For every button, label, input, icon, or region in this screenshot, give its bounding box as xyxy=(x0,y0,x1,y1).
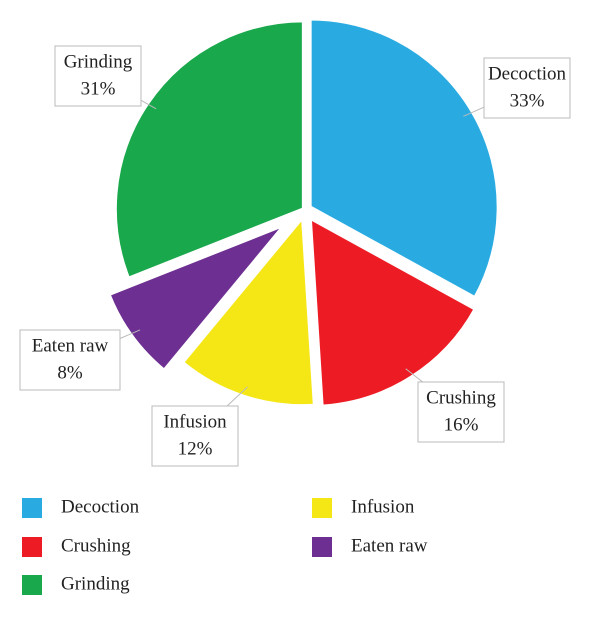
callout-name: Grinding xyxy=(64,51,133,72)
legend-label: Decoction xyxy=(61,496,140,517)
legend-swatch xyxy=(312,537,332,557)
legend-label: Infusion xyxy=(351,496,415,517)
data-label: 12% xyxy=(178,438,213,459)
callout-box xyxy=(483,57,571,119)
data-label: 33% xyxy=(510,90,545,111)
callout-box xyxy=(19,329,121,391)
data-label: 31% xyxy=(81,78,116,99)
pie-slice xyxy=(113,19,305,281)
legend-swatch xyxy=(312,498,332,518)
callout-name: Decoction xyxy=(488,63,567,84)
pie-slice xyxy=(308,215,478,408)
callout-box xyxy=(417,381,505,443)
legend-swatch xyxy=(22,498,42,518)
legend-label: Crushing xyxy=(61,535,131,556)
data-label: 8% xyxy=(57,362,83,383)
pie-slice xyxy=(308,17,500,300)
pie-slice xyxy=(180,213,316,408)
pie-slice xyxy=(107,223,286,373)
legend-swatch xyxy=(22,575,42,595)
legend-swatch xyxy=(22,537,42,557)
legend-label: Eaten raw xyxy=(351,535,428,556)
callout-name: Eaten raw xyxy=(32,335,109,356)
legend-label: Grinding xyxy=(61,573,130,594)
callout-box xyxy=(151,405,239,467)
data-label: 16% xyxy=(444,414,479,435)
callout-name: Crushing xyxy=(426,387,496,408)
callout-name: Infusion xyxy=(163,411,227,432)
callout-box xyxy=(54,45,142,107)
